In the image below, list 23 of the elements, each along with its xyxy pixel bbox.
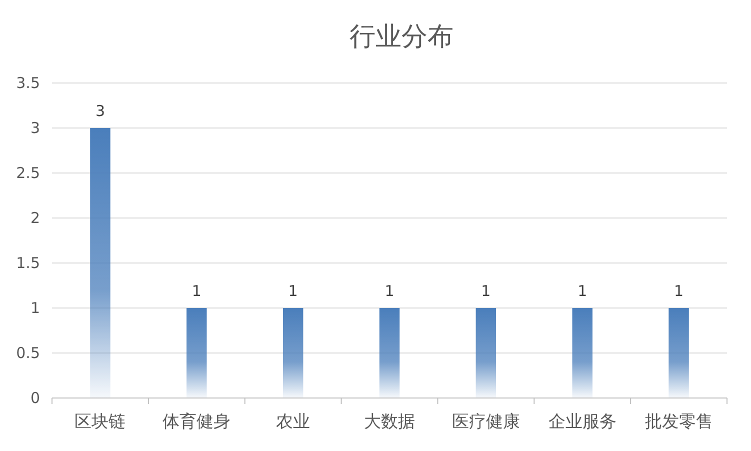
x-tick-label: 大数据	[364, 412, 415, 432]
data-label: 1	[674, 282, 684, 300]
y-tick-label: 0	[30, 389, 40, 407]
y-tick-label: 2	[30, 209, 40, 227]
y-tick-label: 2.5	[16, 164, 40, 182]
data-label: 1	[481, 282, 491, 300]
data-label: 1	[288, 282, 298, 300]
y-tick-label: 1.5	[16, 254, 40, 272]
y-tick-label: 1	[30, 299, 40, 317]
data-label: 3	[95, 102, 105, 120]
data-label: 1	[578, 282, 588, 300]
y-tick-label: 3	[30, 119, 40, 137]
y-tick-label: 3.5	[16, 74, 40, 92]
y-tick-label: 0.5	[16, 344, 40, 362]
x-tick-label: 体育健身	[162, 412, 231, 432]
x-tick-label: 医疗健康	[452, 412, 520, 432]
x-tick-label: 企业服务	[548, 412, 616, 432]
data-label: 1	[384, 282, 394, 300]
x-tick-label: 农业	[276, 412, 310, 432]
x-tick-label: 批发零售	[644, 412, 713, 432]
data-label: 1	[192, 282, 202, 300]
chart-title: 行业分布	[350, 22, 454, 52]
x-tick-label: 区块链	[74, 412, 126, 432]
